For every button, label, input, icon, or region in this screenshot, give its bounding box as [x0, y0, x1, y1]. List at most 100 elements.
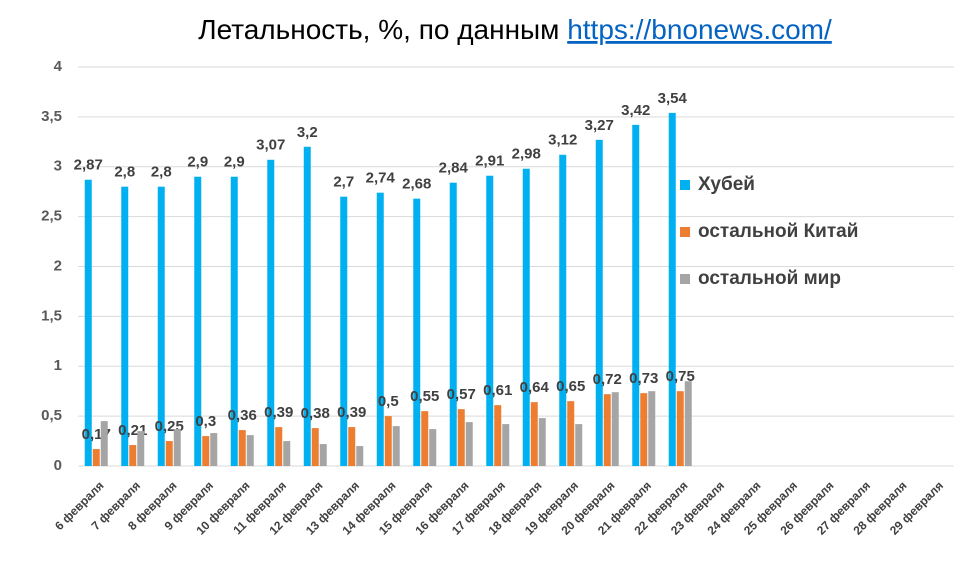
bar	[457, 409, 465, 466]
data-label: 3,27	[585, 117, 614, 134]
bar	[100, 421, 108, 466]
data-label: 0,3	[195, 413, 216, 430]
bar	[632, 124, 640, 466]
y-tick-label: 4	[54, 58, 63, 75]
bar	[575, 424, 583, 466]
data-label: 0,65	[556, 378, 585, 395]
bar	[676, 391, 684, 466]
data-label: 0,55	[410, 388, 439, 405]
bar	[230, 176, 238, 466]
y-tick-label: 2	[54, 257, 62, 274]
bar	[137, 431, 145, 466]
data-label: 2,68	[402, 176, 431, 193]
legend-swatch	[680, 227, 690, 237]
bar	[640, 393, 648, 466]
bar	[668, 112, 676, 466]
data-label: 2,9	[187, 154, 208, 171]
bar	[275, 427, 283, 466]
bar	[449, 182, 457, 466]
bar	[522, 168, 530, 466]
bar	[465, 422, 473, 466]
bar	[648, 391, 656, 466]
data-label: 3,07	[256, 137, 285, 154]
data-label: 0,39	[337, 404, 366, 421]
data-label: 2,98	[512, 146, 541, 163]
data-label: 0,38	[301, 405, 330, 422]
bar	[530, 402, 538, 466]
y-tick-label: 3,5	[41, 108, 62, 125]
legend-label: остальной мир	[698, 268, 841, 289]
bar	[173, 429, 181, 466]
bar	[92, 449, 100, 466]
bar	[311, 428, 319, 466]
bar	[84, 179, 92, 466]
bar	[538, 418, 546, 466]
data-label: 2,8	[114, 164, 135, 181]
data-label: 2,7	[333, 174, 354, 191]
y-tick-label: 3	[54, 158, 62, 175]
bar	[246, 435, 254, 466]
bar	[267, 159, 275, 466]
bar	[356, 446, 364, 466]
bar	[684, 381, 692, 466]
data-label: 0,73	[629, 370, 658, 387]
data-label: 3,2	[297, 124, 318, 141]
title-link[interactable]: https://bnonews.com/	[567, 14, 832, 45]
bar	[421, 411, 429, 466]
bar	[121, 186, 129, 466]
bar	[348, 427, 356, 466]
bar	[429, 429, 437, 466]
data-label: 0,39	[264, 404, 293, 421]
legend-label: Хубей	[698, 174, 755, 195]
title-text: Летальность, %, по данным	[198, 14, 567, 45]
bar	[319, 444, 327, 466]
bar	[595, 139, 603, 466]
bar	[384, 416, 392, 466]
y-tick-label: 1,5	[41, 307, 62, 324]
bar	[494, 405, 502, 466]
data-label: 2,8	[151, 164, 172, 181]
bar	[611, 392, 619, 466]
chart-title: Летальность, %, по данным https://bnonew…	[198, 14, 832, 45]
data-label: 3,12	[548, 132, 577, 149]
y-tick-label: 1	[54, 357, 62, 374]
bar	[603, 394, 611, 466]
bar	[559, 154, 567, 466]
bar	[502, 424, 510, 466]
y-tick-label: 0,5	[41, 407, 62, 424]
legend-swatch	[680, 180, 690, 190]
bar	[238, 430, 246, 466]
data-label: 0,36	[228, 407, 257, 424]
data-label: 0,72	[593, 371, 622, 388]
y-tick-label: 0	[54, 457, 62, 474]
data-label: 2,9	[224, 154, 245, 171]
data-label: 0,75	[666, 368, 695, 385]
bar	[210, 433, 218, 466]
bar	[376, 192, 384, 466]
data-label: 3,54	[658, 90, 688, 107]
data-label: 3,42	[621, 102, 650, 119]
bar	[202, 436, 210, 466]
bar	[194, 176, 202, 466]
data-label: 2,91	[475, 153, 504, 170]
data-label: 0,57	[447, 386, 476, 403]
data-label: 0,5	[378, 393, 399, 410]
legend-swatch	[680, 274, 690, 284]
bar	[392, 426, 400, 466]
bar	[486, 175, 494, 467]
data-label: 2,74	[366, 170, 396, 187]
bar	[567, 401, 575, 466]
bar	[165, 441, 173, 466]
bar	[283, 441, 291, 466]
data-label: 2,87	[74, 157, 103, 174]
data-label: 0,61	[483, 382, 512, 399]
bar	[413, 198, 421, 467]
bar	[157, 186, 165, 466]
legend-label: остальной Китай	[698, 221, 858, 242]
bar	[303, 146, 311, 467]
bar	[129, 445, 137, 466]
data-label: 2,84	[439, 160, 469, 177]
y-tick-label: 2,5	[41, 208, 62, 225]
bar	[340, 196, 348, 467]
